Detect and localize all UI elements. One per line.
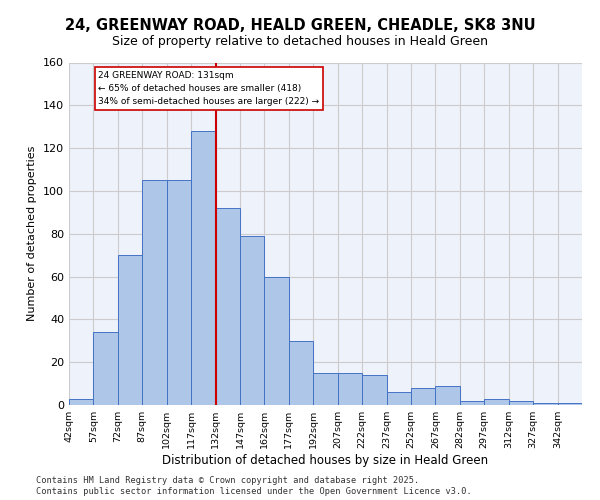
Bar — [240, 236, 265, 405]
Bar — [118, 255, 142, 405]
Bar — [533, 403, 557, 405]
Bar — [338, 373, 362, 405]
Bar — [362, 375, 386, 405]
Bar — [386, 392, 411, 405]
Bar — [94, 332, 118, 405]
Bar — [265, 276, 289, 405]
Bar — [167, 180, 191, 405]
X-axis label: Distribution of detached houses by size in Heald Green: Distribution of detached houses by size … — [163, 454, 488, 467]
Bar — [289, 341, 313, 405]
Bar — [509, 400, 533, 405]
Bar — [557, 403, 582, 405]
Bar — [313, 373, 338, 405]
Text: 24 GREENWAY ROAD: 131sqm
← 65% of detached houses are smaller (418)
34% of semi-: 24 GREENWAY ROAD: 131sqm ← 65% of detach… — [98, 71, 319, 106]
Text: Contains public sector information licensed under the Open Government Licence v3: Contains public sector information licen… — [36, 487, 472, 496]
Text: Size of property relative to detached houses in Heald Green: Size of property relative to detached ho… — [112, 35, 488, 48]
Bar — [215, 208, 240, 405]
Text: Contains HM Land Registry data © Crown copyright and database right 2025.: Contains HM Land Registry data © Crown c… — [36, 476, 419, 485]
Bar — [460, 400, 484, 405]
Bar — [142, 180, 167, 405]
Y-axis label: Number of detached properties: Number of detached properties — [28, 146, 37, 322]
Bar — [484, 398, 509, 405]
Text: 24, GREENWAY ROAD, HEALD GREEN, CHEADLE, SK8 3NU: 24, GREENWAY ROAD, HEALD GREEN, CHEADLE,… — [65, 18, 535, 32]
Bar — [411, 388, 436, 405]
Bar — [69, 398, 94, 405]
Bar — [436, 386, 460, 405]
Bar — [191, 131, 215, 405]
